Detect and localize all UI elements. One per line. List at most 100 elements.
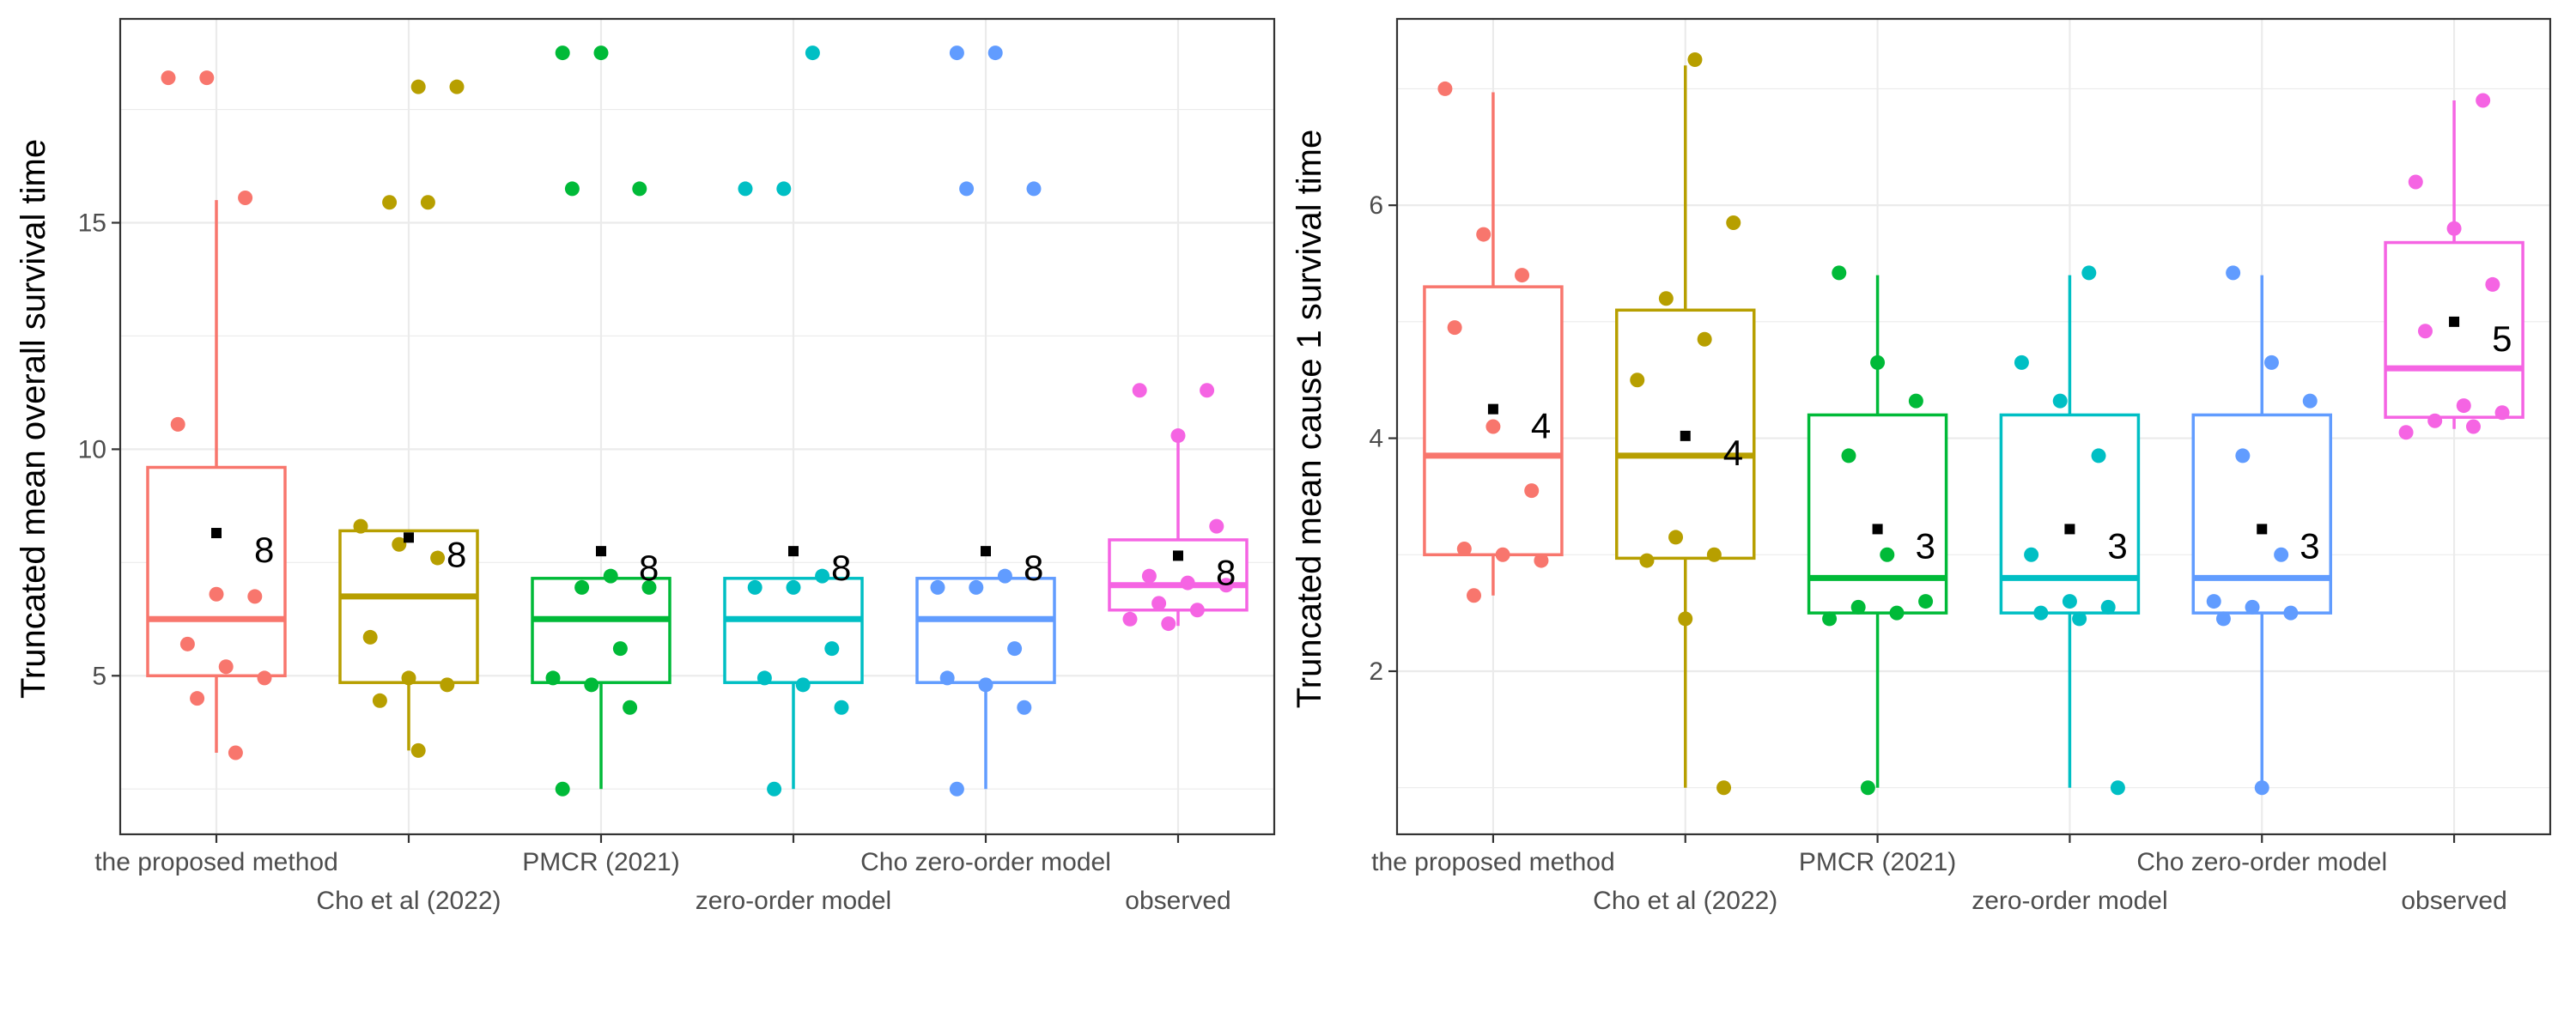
mean-label: 3 [2300, 525, 2319, 566]
data-point [545, 670, 561, 686]
data-point [1870, 354, 1886, 370]
data-point [2417, 324, 2433, 339]
box-zero-order-model: 8 [723, 45, 864, 797]
data-point [1189, 603, 1205, 618]
data-point [939, 670, 955, 686]
data-point [949, 781, 964, 797]
data-point [2100, 599, 2116, 615]
data-point [767, 781, 782, 797]
right-y-axis-title: Truncated mean cause 1 survival time [1291, 130, 1328, 708]
box-zero-order-model: 3 [1999, 265, 2141, 796]
mean-label: 8 [254, 530, 274, 570]
data-point [2485, 276, 2500, 292]
data-point [776, 181, 792, 197]
mean-label: 8 [447, 534, 466, 574]
data-point [1218, 578, 1234, 593]
data-point [930, 579, 945, 595]
data-point [1889, 605, 1905, 621]
data-point [2456, 398, 2471, 414]
data-point [1515, 268, 1530, 283]
data-point [1880, 547, 1895, 562]
mean-marker [1680, 430, 1691, 441]
mean-label: 5 [2492, 318, 2512, 359]
data-point [1908, 393, 1923, 409]
mean-label: 8 [639, 548, 659, 588]
box-cho-zero-order-model: 3 [2191, 265, 2332, 796]
box-the-proposed-method: 8 [146, 70, 287, 760]
data-point [632, 181, 647, 197]
mean-marker [404, 532, 414, 543]
box-cho-zero-order-model: 8 [915, 45, 1056, 797]
data-point [2398, 425, 2414, 440]
box-pmcr-2021: 3 [1807, 265, 1948, 796]
data-point [179, 636, 195, 651]
y-tick-label: 4 [1369, 425, 1383, 453]
box-body [338, 529, 479, 684]
mean-marker [1872, 524, 1883, 535]
data-point [2052, 393, 2068, 409]
data-point [1485, 419, 1501, 434]
x-tick-label: the proposed method [94, 848, 338, 876]
mean-marker [596, 546, 606, 557]
data-point [2494, 405, 2510, 421]
data-point [1841, 448, 1856, 464]
x-tick-label: observed [2401, 887, 2506, 915]
data-point [756, 670, 772, 686]
left-y-axis-title: Truncated mean overall survival time [15, 139, 52, 699]
data-point [815, 568, 830, 584]
data-point [1026, 181, 1042, 197]
data-point [1668, 530, 1684, 545]
data-point [2072, 611, 2087, 627]
y-tick-label: 15 [78, 209, 106, 238]
data-point [564, 181, 580, 197]
data-point [1151, 596, 1167, 611]
data-point [218, 659, 234, 675]
mean-marker [1173, 550, 1183, 561]
data-point [1687, 52, 1703, 67]
box-body [1807, 413, 1948, 615]
data-point [1161, 616, 1176, 632]
data-point [603, 568, 618, 584]
data-point [1209, 518, 1224, 534]
x-tick-label: PMCR (2021) [1799, 848, 1956, 876]
data-point [2254, 780, 2269, 796]
data-point [1132, 383, 1147, 398]
data-point [2024, 547, 2039, 562]
data-point [747, 579, 762, 595]
data-point [238, 190, 253, 205]
mean-label: 8 [1216, 552, 1236, 592]
mean-label: 3 [1916, 525, 1935, 566]
data-point [1860, 780, 1875, 796]
data-point [1200, 383, 1215, 398]
data-point [584, 677, 599, 693]
x-tick-label: Cho zero-order model [860, 848, 1111, 876]
box-observed: 8 [1108, 383, 1249, 632]
data-point [2081, 265, 2097, 281]
data-point [1850, 599, 1866, 615]
data-point [209, 586, 224, 602]
data-point [738, 181, 753, 197]
data-point [2215, 611, 2231, 627]
box-pmcr-2021: 8 [531, 45, 671, 797]
data-point [1630, 373, 1645, 388]
data-point [2014, 354, 2029, 370]
data-point [593, 45, 609, 61]
data-point [382, 195, 398, 210]
data-point [1706, 547, 1722, 562]
data-point [641, 579, 657, 595]
data-point [1918, 594, 1934, 609]
data-point [1456, 542, 1472, 556]
data-point [978, 677, 993, 693]
data-point [969, 579, 984, 595]
data-point [959, 181, 975, 197]
x-tick-label: zero-order model [696, 887, 891, 915]
data-point [161, 70, 176, 86]
data-point [247, 589, 263, 604]
mean-marker [981, 546, 991, 557]
data-point [612, 641, 628, 657]
data-point [2263, 354, 2279, 370]
x-tick-label: Cho zero-order model [2136, 848, 2387, 876]
box-body [2191, 413, 2332, 615]
box-body [2384, 240, 2524, 419]
data-point [1495, 547, 1510, 562]
